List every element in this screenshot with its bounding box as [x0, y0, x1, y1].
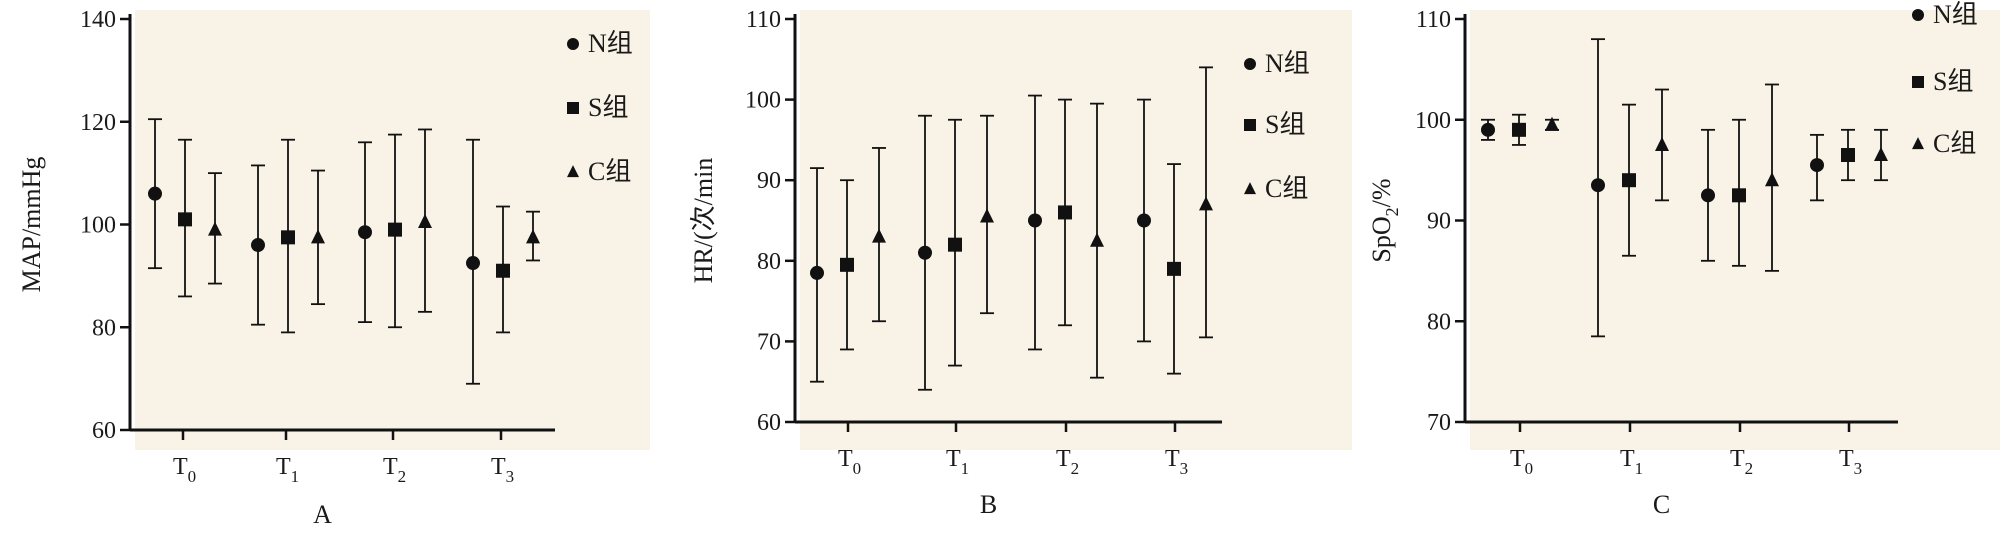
- y-tick-label: 90: [757, 168, 781, 194]
- data-point-triangle: [1199, 196, 1213, 211]
- x-tick-label: T0: [173, 454, 196, 486]
- data-point-square: [178, 212, 192, 227]
- legend-label: N组: [1265, 49, 1310, 78]
- data-point-circle: [1481, 122, 1495, 137]
- legend-marker-square: [1244, 119, 1256, 131]
- data-point-triangle: [1874, 146, 1888, 162]
- legend-marker-triangle: [1912, 137, 1924, 150]
- y-tick-label: 60: [757, 410, 781, 436]
- y-tick-label: 110: [1416, 7, 1451, 33]
- data-point-triangle: [1545, 116, 1559, 131]
- x-tick-label: T1: [276, 454, 299, 486]
- y-tick-label: 100: [80, 213, 116, 239]
- y-tick-label: 100: [745, 88, 781, 114]
- data-point-triangle: [872, 228, 886, 243]
- y-axis-title: SpO2/%: [1367, 178, 1402, 262]
- x-tick-label: T0: [1510, 446, 1533, 478]
- legend-marker-triangle: [1244, 182, 1256, 195]
- y-tick-label: 90: [1427, 209, 1451, 235]
- x-tick-label: T3: [1165, 446, 1188, 478]
- y-tick-label: 80: [1427, 309, 1451, 335]
- legend-label: C组: [1933, 129, 1976, 158]
- legend-label: C组: [588, 157, 631, 186]
- data-point-triangle: [1090, 232, 1104, 247]
- data-point-circle: [810, 265, 824, 280]
- chart-panel-a: 60 80 100 120 140 T0 T1 T2 T3 MAP/mmHg A N组 S组 C组: [17, 7, 650, 529]
- data-point-circle: [1701, 188, 1715, 203]
- y-tick-label: 80: [757, 249, 781, 275]
- data-point-circle: [148, 186, 162, 201]
- data-point-triangle: [980, 208, 994, 223]
- data-point-triangle: [311, 229, 325, 244]
- y-tick-label: 140: [80, 7, 116, 33]
- data-point-square: [840, 257, 854, 272]
- data-point-square: [1058, 205, 1072, 220]
- data-point-square: [388, 222, 402, 237]
- legend-marker-square: [1912, 76, 1924, 88]
- x-tick-label: T2: [383, 454, 406, 486]
- legend-label: S组: [588, 93, 628, 122]
- data-point-circle: [1028, 213, 1042, 228]
- data-point-square: [948, 237, 962, 252]
- y-tick-label: 70: [757, 329, 781, 355]
- data-point-square: [496, 263, 510, 278]
- y-tick-label: 120: [80, 110, 116, 136]
- legend-label: C组: [1265, 174, 1308, 203]
- x-tick-label: T3: [1839, 446, 1862, 478]
- legend-marker-circle: [1912, 9, 1924, 21]
- y-tick-label: 60: [92, 418, 116, 444]
- x-tick-label: T0: [838, 446, 861, 478]
- legend-label: S组: [1265, 110, 1305, 139]
- data-point-square: [1732, 188, 1746, 203]
- data-point-circle: [1137, 213, 1151, 228]
- data-point-circle: [466, 256, 480, 271]
- x-tick-label: T1: [946, 446, 969, 478]
- data-point-circle: [1591, 178, 1605, 193]
- panel-label: A: [313, 500, 332, 529]
- data-point-triangle: [526, 229, 540, 244]
- y-tick-label: 110: [746, 7, 781, 33]
- data-point-triangle: [1655, 136, 1669, 151]
- y-axis-title: HR/(次/min: [689, 158, 718, 284]
- data-point-triangle: [1765, 172, 1779, 187]
- legend-marker-square: [567, 102, 579, 114]
- y-axis-title: MAP/mmHg: [17, 157, 46, 293]
- chart-panel-b: 60 70 80 90 100 110 T0 T1 T2 T3 HR/(次/min B N组 S组 C组: [689, 7, 1352, 519]
- data-point-square: [1512, 122, 1526, 137]
- legend-marker-circle: [1244, 58, 1256, 70]
- data-point-triangle: [418, 213, 432, 228]
- panel-label: C: [1653, 490, 1670, 519]
- panel-label: B: [980, 490, 997, 519]
- data-point-square: [1622, 173, 1636, 188]
- plot-background: [1470, 10, 2000, 450]
- data-point-square: [1841, 148, 1855, 163]
- y-tick-label: 80: [92, 315, 116, 341]
- data-point-circle: [918, 245, 932, 260]
- y-tick-label: 70: [1427, 410, 1451, 436]
- data-point-circle: [1810, 158, 1824, 173]
- chart-panel-c: 70 80 90 100 110 T0 T1 T2 T3 SpO2/% C N组 S组 C组: [1367, 0, 2000, 519]
- data-point-square: [1167, 261, 1181, 276]
- x-tick-label: T2: [1730, 446, 1753, 478]
- x-tick-label: T1: [1620, 446, 1643, 478]
- y-tick-label: 100: [1415, 108, 1451, 134]
- legend-label: N组: [1933, 0, 1978, 29]
- legend-marker-circle: [567, 38, 579, 50]
- data-point-circle: [358, 225, 372, 240]
- plot-background: [800, 10, 1352, 450]
- legend-label: N组: [588, 29, 633, 58]
- legend-label: S组: [1933, 67, 1973, 96]
- data-point-triangle: [208, 221, 222, 236]
- legend-marker-triangle: [567, 165, 579, 178]
- x-tick-label: T2: [1056, 446, 1079, 478]
- x-tick-label: T3: [491, 454, 514, 486]
- data-point-square: [281, 230, 295, 245]
- data-point-circle: [251, 238, 265, 253]
